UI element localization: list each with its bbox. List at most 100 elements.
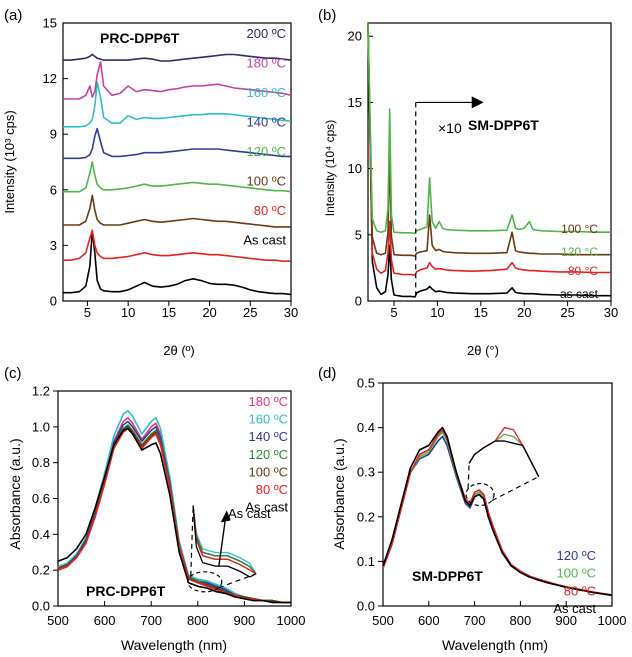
legend-label: 140 ºC — [249, 429, 288, 444]
y-tick-label: 0.5 — [357, 376, 375, 391]
inset-arrow-head — [220, 510, 231, 523]
x-tick-label: 900 — [234, 613, 256, 628]
x-tick-label: 500 — [372, 613, 394, 628]
x-tick-label: 10 — [430, 305, 444, 320]
y-tick-label: 0.1 — [357, 554, 375, 569]
x-tick-label: 20 — [517, 305, 531, 320]
legend-label: 160 ºC — [247, 85, 286, 100]
panel-b-letter: (b) — [318, 7, 336, 24]
series-line-5 — [57, 427, 291, 604]
legend-label: 80 ºC — [564, 583, 596, 598]
panel-c-letter: (c) — [4, 365, 22, 382]
series-label: 80 °C — [568, 264, 598, 278]
inset-arrow-label: As cast — [228, 506, 271, 521]
y-tick-label: 15 — [43, 16, 57, 31]
y-tick-label: 0 — [50, 294, 57, 309]
zoom-circle — [187, 571, 223, 593]
panel-c-abs-prc: (c) PRC-DPP6T Wavelength (nm) Absorbance… — [4, 365, 305, 653]
series-line-1 — [63, 229, 291, 263]
legend-label: 100 ºC — [557, 566, 596, 581]
series-label: as cast — [560, 287, 599, 301]
legend-label: 140 ºC — [247, 115, 286, 130]
inset-line-6 — [192, 505, 257, 578]
x-tick-label: 800 — [510, 613, 532, 628]
zoom-circle — [465, 482, 495, 507]
y-tick-label: 0 — [355, 294, 362, 309]
legend-label: 120 ºC — [247, 144, 286, 159]
series-line-1 — [367, 22, 611, 277]
zoom-line — [491, 476, 539, 502]
x-tick-label: 25 — [243, 305, 257, 320]
series-line-3 — [367, 22, 611, 235]
y-tick-label: 15 — [348, 95, 362, 110]
legend-label: 100 ºC — [249, 464, 288, 479]
zoom-line — [467, 463, 470, 489]
panel-a-xrd-prc: (a) PRC-DPP6T 2θ (º) Intensity (10³ cps)… — [2, 7, 298, 358]
x-tick-label: 500 — [47, 613, 69, 628]
y-tick-label: 0.4 — [357, 420, 375, 435]
inset-line-3 — [468, 440, 540, 477]
x-tick-label: 20 — [202, 305, 216, 320]
y-tick-label: 1.2 — [32, 384, 50, 399]
y-tick-label: 1.0 — [32, 419, 50, 434]
series-line-3 — [63, 161, 292, 193]
inset-line-5 — [192, 505, 257, 575]
series-line-7 — [63, 53, 292, 62]
legend-label: 120 ºC — [557, 548, 596, 563]
y-tick-label: 9 — [50, 127, 57, 142]
y-tick-label: 0.6 — [32, 491, 50, 506]
y-tick-label: 3 — [50, 238, 57, 253]
y-tick-label: 0.8 — [32, 455, 50, 470]
panel-a-xlabel: 2θ (º) — [163, 343, 194, 358]
y-tick-label: 5 — [355, 227, 362, 242]
legend-label: 200 ºC — [247, 26, 286, 41]
x-tick-label: 700 — [464, 613, 486, 628]
panel-d-title: SM-DPP6T — [412, 568, 483, 584]
y-tick-label: 12 — [43, 71, 57, 86]
series-line-4 — [63, 127, 291, 160]
series-line-3 — [382, 426, 613, 597]
x-tick-label: 30 — [604, 305, 618, 320]
y-tick-label: 0.2 — [32, 563, 50, 578]
y-tick-label: 0.0 — [32, 599, 50, 614]
x-tick-label: 900 — [555, 613, 577, 628]
y-tick-label: 0.4 — [32, 527, 50, 542]
panel-b-ylabel: Intensity (10⁴ cps) — [323, 120, 337, 217]
x-tick-label: 600 — [94, 613, 116, 628]
series-line-0 — [367, 22, 611, 298]
inset-line-3 — [192, 505, 257, 575]
panel-d-ylabel: Absorbance (a.u.) — [331, 438, 347, 549]
panel-a-ylabel: Intensity (10³ cps) — [2, 110, 17, 213]
plot-frame — [382, 382, 613, 607]
zoom-line — [190, 505, 194, 576]
y-tick-label: 6 — [50, 182, 57, 197]
legend-label: 80 ºC — [254, 203, 286, 218]
series-line-2 — [63, 194, 291, 228]
x-tick-label: 5 — [390, 305, 397, 320]
y-tick-label: 20 — [348, 29, 362, 44]
legend-label: 180 ºC — [247, 56, 286, 71]
y-tick-label: 10 — [348, 161, 362, 176]
y-tick-label: 0.0 — [357, 599, 375, 614]
x-tick-label: 15 — [162, 305, 176, 320]
panel-c-ylabel: Absorbance (a.u.) — [7, 438, 23, 549]
panel-c-title: PRC-DPP6T — [86, 583, 166, 599]
legend-label: 80 ºC — [256, 482, 288, 497]
x-tick-label: 1000 — [277, 613, 306, 628]
series-label: 120 °C — [561, 245, 598, 259]
x-tick-label: 1000 — [598, 613, 627, 628]
y-tick-label: 0.3 — [357, 465, 375, 480]
legend-label: 100 ºC — [247, 174, 286, 189]
legend-label: As cast — [553, 601, 596, 616]
series-line-6 — [63, 61, 292, 100]
inset-arrow — [218, 516, 227, 567]
series-line-6 — [57, 427, 291, 604]
plot-frame — [367, 22, 612, 302]
y-tick-label: 0.2 — [357, 509, 375, 524]
panel-d-abs-sm: (d) SM-DPP6T Wavelength (nm) Absorbance … — [318, 365, 626, 653]
panel-d-letter: (d) — [318, 365, 336, 382]
panel-b-x10-annotation: ×10 — [438, 120, 462, 136]
panel-c-xlabel: Wavelength (nm) — [121, 637, 227, 653]
inset-line-1 — [192, 505, 257, 575]
legend-label: 120 ºC — [249, 447, 288, 462]
